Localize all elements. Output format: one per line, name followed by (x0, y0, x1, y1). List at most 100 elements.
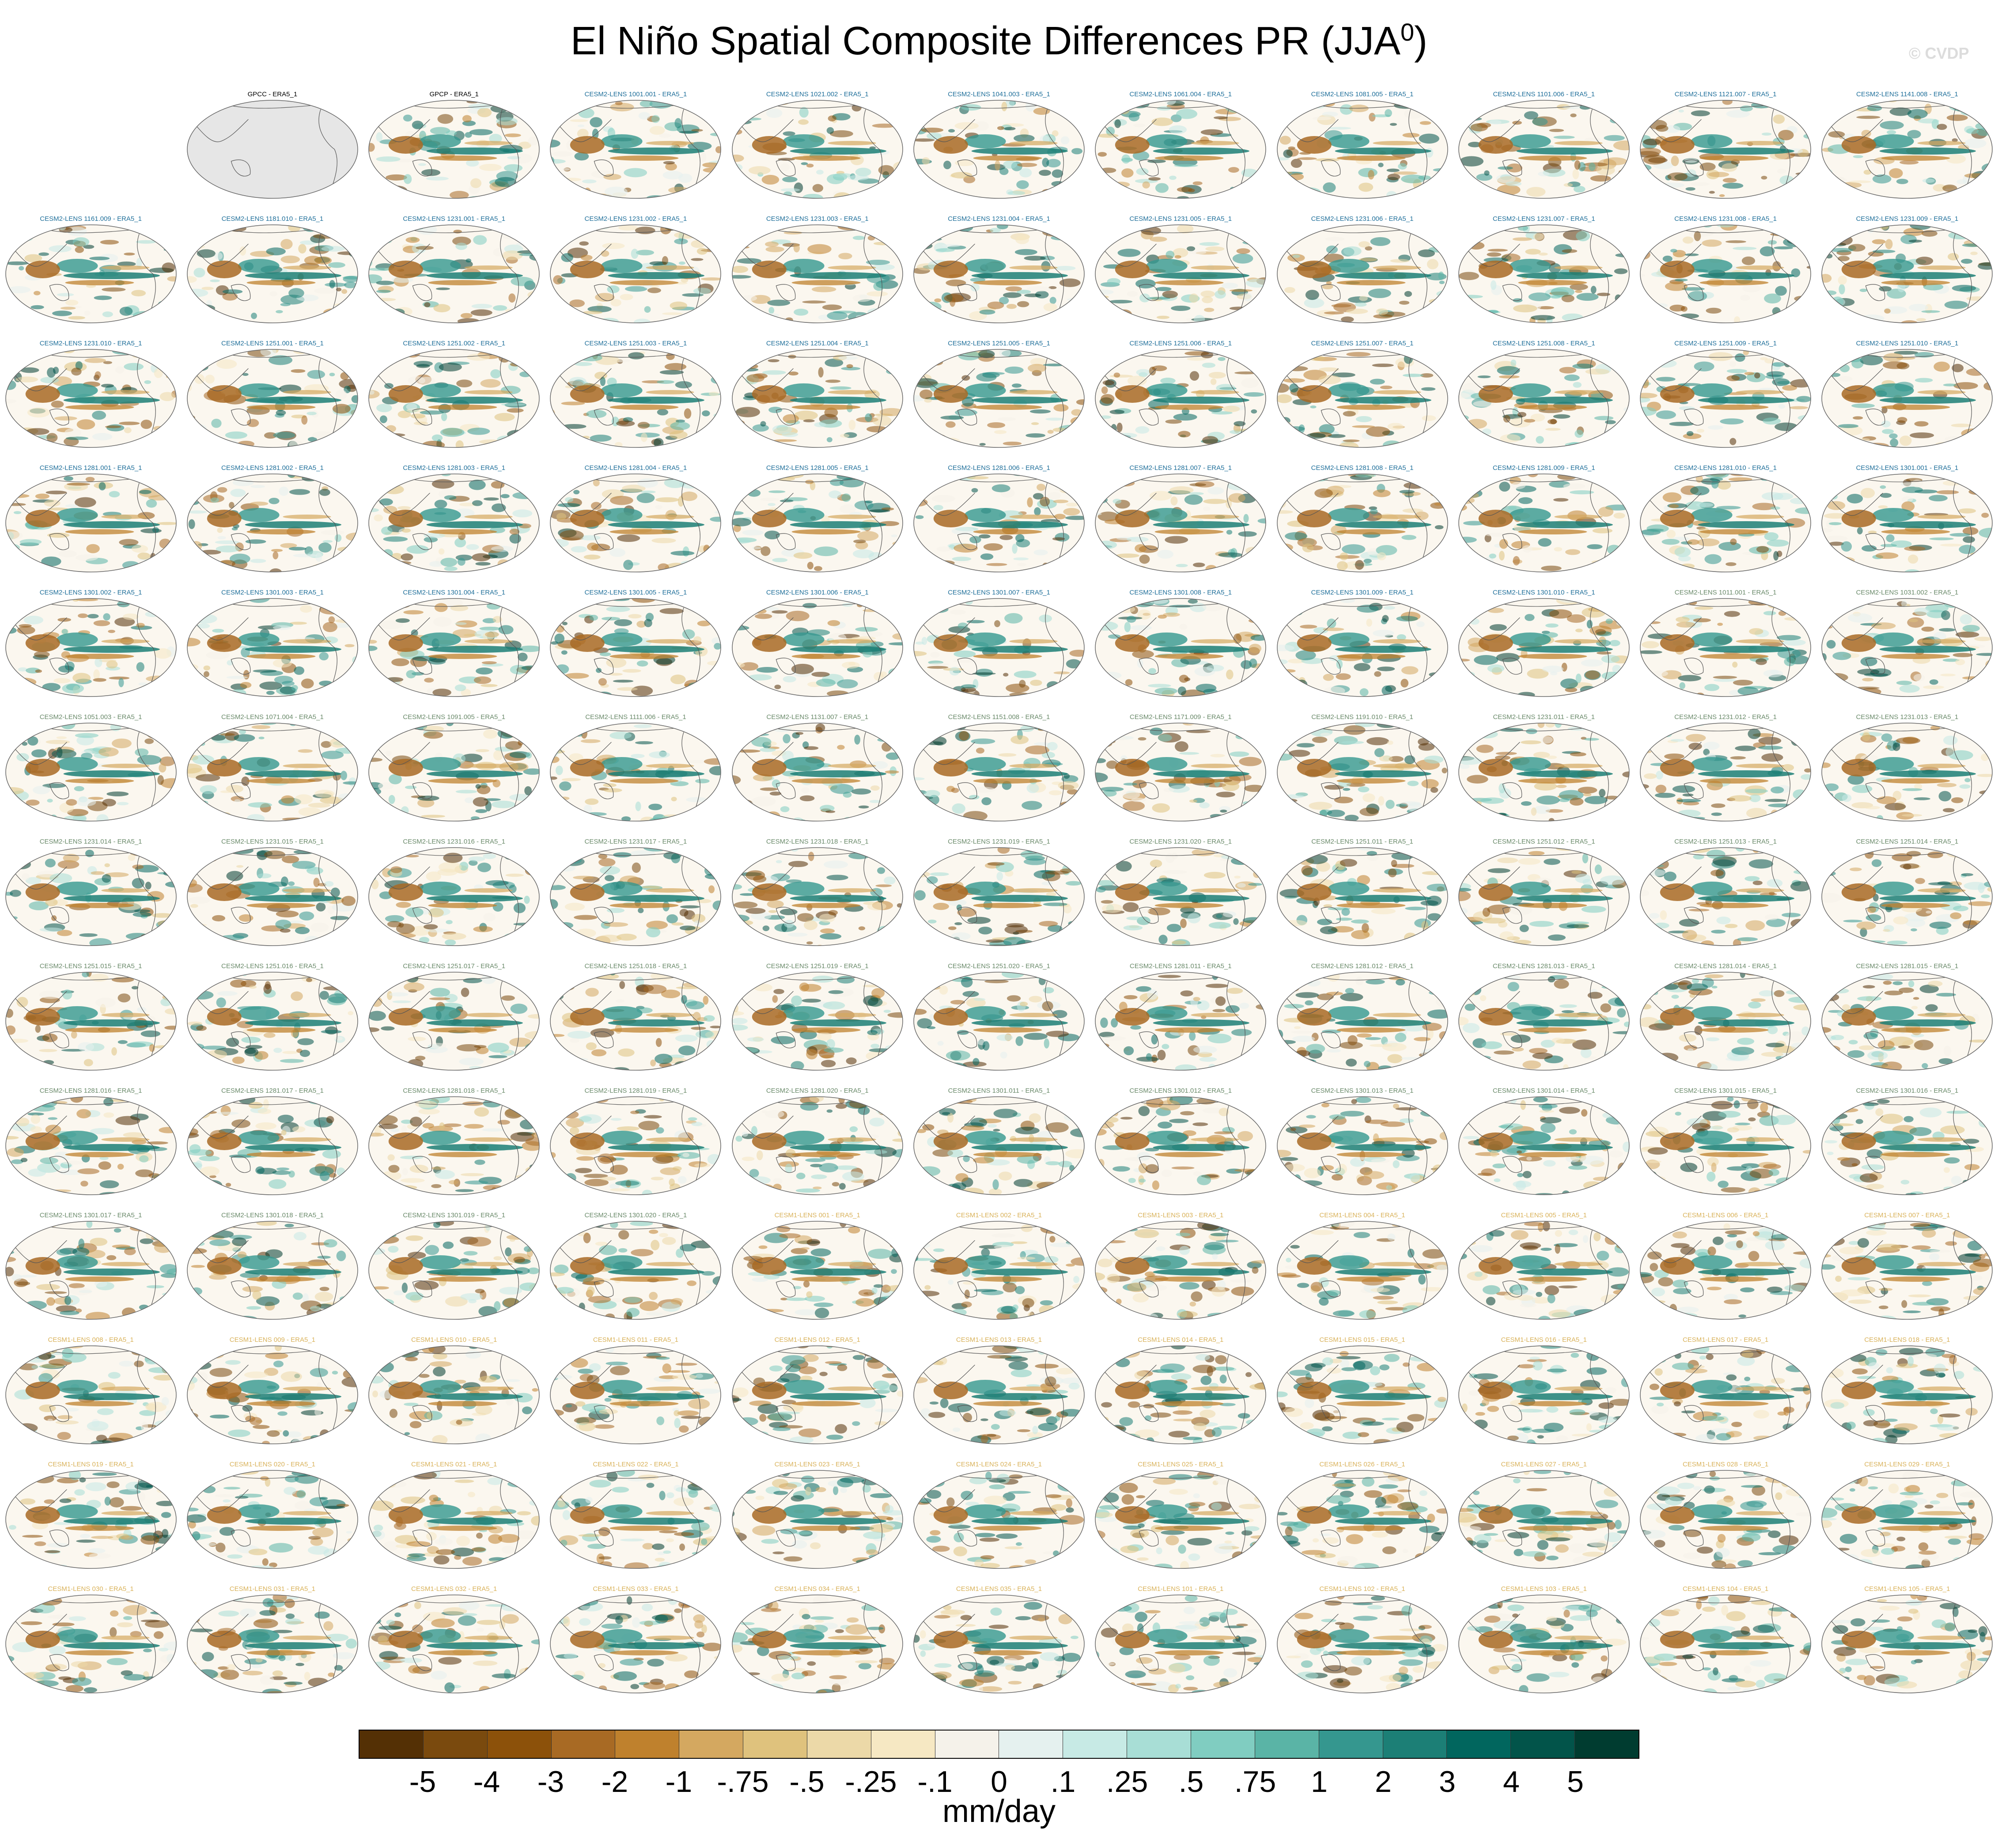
map-panel: CESM2-LENS 1301.017 - ERA5_1 (3, 1212, 179, 1322)
map-panel-label: CESM2-LENS 1281.015 - ERA5_1 (1856, 962, 1959, 970)
map-plot (1640, 1470, 1811, 1569)
map-panel: CESM2-LENS 1011.001 - ERA5_1 (1637, 589, 1814, 699)
map-panel: GPCC - ERA5_1 (184, 91, 361, 201)
map-plot (368, 224, 540, 323)
map-panel-label: CESM2-LENS 1301.011 - ERA5_1 (948, 1087, 1050, 1094)
map-panel: CESM1-LENS 007 - ERA5_1 (1819, 1212, 1995, 1322)
map-plot (550, 473, 722, 572)
map-panel: CESM2-LENS 1001.001 - ERA5_1 (547, 91, 724, 201)
map-plot (1458, 224, 1630, 323)
map-panel-label: CESM2-LENS 1301.016 - ERA5_1 (1856, 1087, 1959, 1094)
map-panel-label: CESM1-LENS 033 - ERA5_1 (593, 1585, 679, 1593)
map-panel-label: CESM2-LENS 1251.019 - ERA5_1 (766, 962, 869, 970)
figure-title-superscript: 0 (1400, 18, 1415, 46)
map-panel-label: CESM1-LENS 104 - ERA5_1 (1682, 1585, 1769, 1593)
map-panel-label: CESM2-LENS 1231.009 - ERA5_1 (1856, 215, 1959, 223)
map-panel-label: CESM2-LENS 1001.001 - ERA5_1 (584, 91, 687, 98)
map-plot (368, 349, 540, 448)
map-panel-label: CESM2-LENS 1301.017 - ERA5_1 (39, 1212, 142, 1219)
map-panel: CESM2-LENS 1231.012 - ERA5_1 (1637, 713, 1814, 824)
map-panel-label: CESM2-LENS 1131.007 - ERA5_1 (766, 713, 869, 721)
map-panel-label: CESM2-LENS 1281.011 - ERA5_1 (1129, 962, 1232, 970)
map-panel: CESM2-LENS 1071.004 - ERA5_1 (184, 713, 361, 824)
map-panel: CESM2-LENS 1281.001 - ERA5_1 (3, 464, 179, 575)
map-panel: CESM1-LENS 032 - ERA5_1 (366, 1585, 542, 1696)
map-panel-label: CESM1-LENS 003 - ERA5_1 (1138, 1212, 1224, 1219)
map-panel-label: CESM2-LENS 1281.009 - ERA5_1 (1492, 464, 1595, 472)
map-panel: CESM2-LENS 1301.015 - ERA5_1 (1637, 1087, 1814, 1197)
map-plot (368, 1221, 540, 1320)
map-panel-label: CESM2-LENS 1051.003 - ERA5_1 (39, 713, 142, 721)
map-panel: CESM1-LENS 024 - ERA5_1 (911, 1461, 1087, 1571)
map-plot (1821, 1096, 1993, 1195)
map-panel: CESM2-LENS 1301.019 - ERA5_1 (366, 1212, 542, 1322)
map-panel: CESM1-LENS 003 - ERA5_1 (1092, 1212, 1269, 1322)
map-plot (1095, 723, 1267, 822)
map-plot (913, 723, 1085, 822)
map-panel: CESM1-LENS 008 - ERA5_1 (3, 1336, 179, 1447)
map-plot (368, 972, 540, 1071)
map-plot (731, 224, 903, 323)
map-panel-label: CESM1-LENS 017 - ERA5_1 (1682, 1336, 1769, 1344)
map-plot (1640, 100, 1811, 199)
map-panel-label: CESM2-LENS 1251.010 - ERA5_1 (1856, 340, 1959, 347)
map-panel: CESM1-LENS 035 - ERA5_1 (911, 1585, 1087, 1696)
map-panel-label: CESM1-LENS 014 - ERA5_1 (1138, 1336, 1224, 1344)
map-panel-label: CESM2-LENS 1301.009 - ERA5_1 (1311, 589, 1414, 596)
map-panel-label: CESM2-LENS 1301.002 - ERA5_1 (39, 589, 142, 596)
map-panel: CESM2-LENS 1281.006 - ERA5_1 (911, 464, 1087, 575)
watermark: © CVDP (1909, 44, 1969, 62)
map-panel: CESM2-LENS 1231.009 - ERA5_1 (1819, 215, 1995, 326)
map-panel-label: CESM1-LENS 002 - ERA5_1 (956, 1212, 1042, 1219)
map-plot (1095, 100, 1267, 199)
map-panel: CESM1-LENS 001 - ERA5_1 (729, 1212, 906, 1322)
map-panel-label: CESM1-LENS 004 - ERA5_1 (1319, 1212, 1405, 1219)
map-panel-label: CESM2-LENS 1301.006 - ERA5_1 (766, 589, 869, 596)
map-plot (1095, 1594, 1267, 1693)
map-panel: CESM2-LENS 1281.007 - ERA5_1 (1092, 464, 1269, 575)
map-panel-label: CESM1-LENS 012 - ERA5_1 (774, 1336, 860, 1344)
map-plot (550, 723, 722, 822)
map-plot (550, 972, 722, 1071)
map-plot (913, 1594, 1085, 1693)
map-panel: CESM2-LENS 1231.007 - ERA5_1 (1456, 215, 1632, 326)
map-plot (368, 598, 540, 697)
colorbar-tick-label: -.75 (717, 1765, 769, 1799)
map-panel-label: CESM1-LENS 001 - ERA5_1 (774, 1212, 860, 1219)
map-plot (1276, 972, 1448, 1071)
map-plot (5, 1221, 177, 1320)
map-panel-label: CESM2-LENS 1301.001 - ERA5_1 (1856, 464, 1959, 472)
map-plot (1640, 1221, 1811, 1320)
map-plot (913, 1221, 1085, 1320)
colorbar-swatch (743, 1731, 807, 1758)
map-panel: CESM1-LENS 021 - ERA5_1 (366, 1461, 542, 1571)
map-panel-label: CESM2-LENS 1251.011 - ERA5_1 (1311, 838, 1413, 845)
map-panel: CESM1-LENS 005 - ERA5_1 (1456, 1212, 1632, 1322)
map-panel-label: CESM1-LENS 005 - ERA5_1 (1501, 1212, 1587, 1219)
map-panel: CESM2-LENS 1251.016 - ERA5_1 (184, 962, 361, 1073)
map-panel: CESM2-LENS 1281.013 - ERA5_1 (1456, 962, 1632, 1073)
map-panel-label: CESM2-LENS 1151.008 - ERA5_1 (948, 713, 1050, 721)
map-panel-label: CESM2-LENS 1191.010 - ERA5_1 (1311, 713, 1413, 721)
map-panel-label: CESM2-LENS 1231.017 - ERA5_1 (584, 838, 687, 845)
map-panel-label: CESM2-LENS 1251.007 - ERA5_1 (1311, 340, 1414, 347)
map-panel: CESM2-LENS 1181.010 - ERA5_1 (184, 215, 361, 326)
map-plot (913, 1470, 1085, 1569)
map-plot (1458, 972, 1630, 1071)
colorbar-swatch (1063, 1731, 1128, 1758)
map-panel: CESM2-LENS 1251.018 - ERA5_1 (547, 962, 724, 1073)
map-panel-label: CESM2-LENS 1231.006 - ERA5_1 (1311, 215, 1414, 223)
map-panel-label: CESM2-LENS 1281.003 - ERA5_1 (403, 464, 506, 472)
colorbar-tick-labels: -5 -4 -3 -2 -1 -.75 -.5 -.25 -.1 0 .1 .25 .5 .75 1 2 3 4 5 (359, 1765, 1639, 1800)
map-plot (1458, 847, 1630, 946)
map-panel-label: CESM2-LENS 1281.018 - ERA5_1 (403, 1087, 506, 1094)
colorbar-tick-label: -1 (665, 1765, 692, 1799)
map-plot (1095, 473, 1267, 572)
colorbar-swatch (615, 1731, 680, 1758)
map-panel: GPCP - ERA5_1 (366, 91, 542, 201)
map-panel: CESM1-LENS 033 - ERA5_1 (547, 1585, 724, 1696)
map-panel: CESM2-LENS 1191.010 - ERA5_1 (1274, 713, 1451, 824)
map-panel-label: CESM2-LENS 1251.006 - ERA5_1 (1129, 340, 1232, 347)
map-panel: CESM2-LENS 1231.018 - ERA5_1 (729, 838, 906, 948)
map-panel: CESM2-LENS 1281.003 - ERA5_1 (366, 464, 542, 575)
